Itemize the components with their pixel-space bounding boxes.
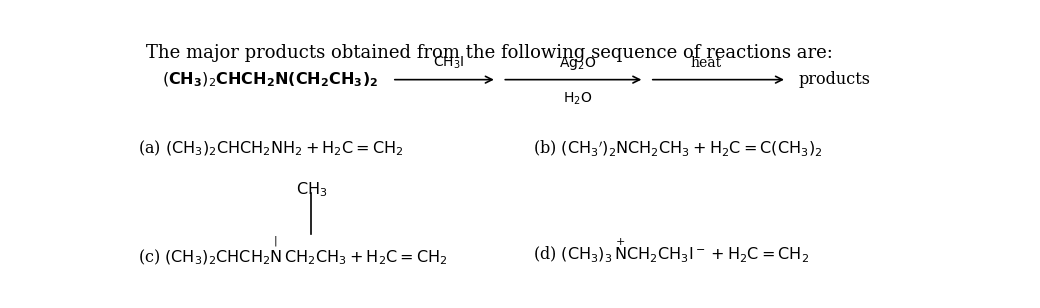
Text: $\mathrm{CH_3}$: $\mathrm{CH_3}$ [295,180,328,199]
Text: $\mathrm{Ag_2O}$: $\mathrm{Ag_2O}$ [558,55,596,71]
Text: (b) $(\mathrm{CH_3}^{\prime})_2\mathrm{NCH_2CH_3} + \mathrm{H_2C = C(CH_3)_2}$: (b) $(\mathrm{CH_3}^{\prime})_2\mathrm{N… [534,139,823,158]
Text: $\mathrm{H_2O}$: $\mathrm{H_2O}$ [563,91,592,107]
Text: (c) $(\mathrm{CH_3})_2\mathrm{CHCH_2\overset{|}{N}\,CH_2CH_3} + \mathrm{H_2C = C: (c) $(\mathrm{CH_3})_2\mathrm{CHCH_2\ove… [138,234,448,267]
Text: $(\mathbf{CH_3})_2\mathbf{CHCH_2N(CH_2CH_3)_2}$: $(\mathbf{CH_3})_2\mathbf{CHCH_2N(CH_2CH… [162,71,379,89]
Text: (a) $(\mathrm{CH_3})_2\mathrm{CHCH_2NH_2} + \mathrm{H_2C = CH_2}$: (a) $(\mathrm{CH_3})_2\mathrm{CHCH_2NH_2… [138,139,404,158]
Text: $\mathrm{CH_3I}$: $\mathrm{CH_3I}$ [433,55,464,71]
Text: The major products obtained from the following sequence of reactions are:: The major products obtained from the fol… [146,44,833,62]
Text: products: products [799,71,870,88]
Text: heat: heat [691,56,722,70]
Text: (d) $(\mathrm{CH_3})_3\,\overset{+}{\mathrm{N}}\mathrm{CH_2CH_3I^-} + \mathrm{H_: (d) $(\mathrm{CH_3})_3\,\overset{+}{\mat… [534,236,809,265]
